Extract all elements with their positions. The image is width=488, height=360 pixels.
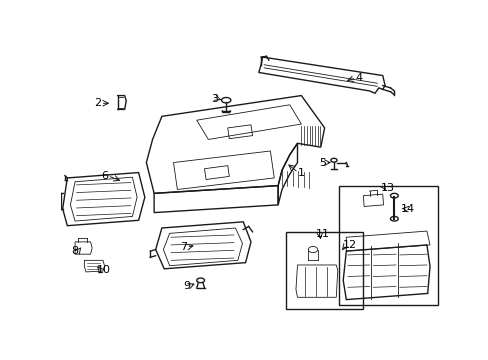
Bar bbox=[285, 232, 363, 309]
Bar bbox=[338, 186, 437, 305]
Text: 3: 3 bbox=[211, 94, 218, 104]
Text: 10: 10 bbox=[97, 265, 110, 275]
Text: 2: 2 bbox=[94, 98, 101, 108]
Text: 5: 5 bbox=[318, 158, 325, 167]
Text: 8: 8 bbox=[71, 246, 79, 256]
Text: 4: 4 bbox=[355, 73, 362, 83]
Text: 14: 14 bbox=[401, 204, 414, 214]
Text: 13: 13 bbox=[380, 183, 394, 193]
Text: 12: 12 bbox=[342, 240, 356, 250]
Text: 1: 1 bbox=[297, 167, 304, 177]
Text: 7: 7 bbox=[180, 242, 187, 252]
Text: 9: 9 bbox=[183, 281, 190, 291]
Text: 6: 6 bbox=[101, 171, 108, 181]
Text: 11: 11 bbox=[315, 229, 329, 239]
